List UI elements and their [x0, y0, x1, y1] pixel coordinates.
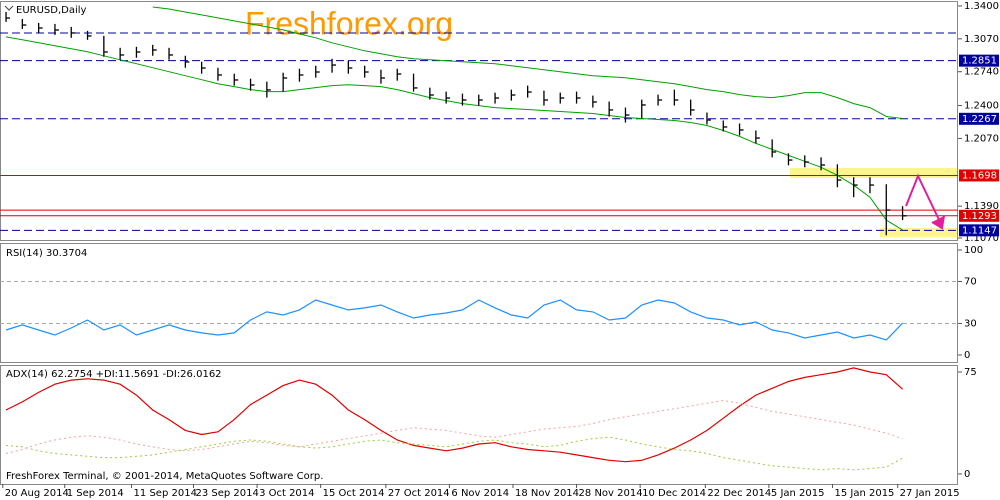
x-tick-label: 6 Nov 2014: [451, 488, 509, 499]
adx-title: ADX(14) 62.2754 +DI:11.5691 -DI:26.0162: [6, 369, 222, 380]
watermark: Freshforex.org: [245, 5, 453, 41]
symbol-icon: [4, 5, 14, 11]
y-tick-label: 70: [964, 276, 977, 287]
level-label: 1.2267: [962, 114, 997, 125]
level-label: 1.2851: [962, 56, 997, 67]
x-tick-label: 3 Oct 2014: [259, 488, 314, 499]
y-tick-label: 1.1070: [964, 233, 999, 244]
x-tick-label: 23 Sep 2014: [195, 488, 258, 499]
y-tick-label: 100: [964, 245, 983, 256]
level-label-box: [959, 209, 999, 222]
x-tick-label: 5 Jan 2015: [771, 488, 825, 499]
y-tick-label: 1.1390: [964, 201, 999, 212]
envelope-line: [5, 36, 903, 231]
x-tick-label: 10 Dec 2014: [642, 488, 706, 499]
chart-title: EURUSD,Daily: [16, 5, 87, 16]
rsi-panel: [0, 243, 958, 363]
x-tick-label: 11 Sep 2014: [134, 488, 197, 499]
y-tick-label: 1.2400: [964, 101, 999, 112]
main-panel: [0, 1, 958, 241]
footer: FreshForex Terminal, © 2001-2014, MetaQu…: [6, 471, 323, 482]
x-tick-label: 20 Aug 2014: [5, 488, 69, 499]
level-label-box: [959, 169, 999, 182]
level-label: 1.1147: [962, 225, 997, 236]
y-tick-label: 0: [964, 469, 970, 480]
x-tick-label: 15 Oct 2014: [323, 488, 385, 499]
y-tick-label: 1.3070: [964, 34, 999, 45]
y-tick-label: 1.2740: [964, 67, 999, 78]
indicator-line: [5, 436, 903, 471]
x-tick-label: 27 Jan 2015: [900, 488, 960, 499]
indicator-line: [5, 299, 904, 341]
y-tick-label: 1.3400: [964, 1, 999, 12]
level-label-box: [959, 54, 999, 67]
forecast-arrow: [905, 173, 945, 230]
resistance-zone: [790, 168, 958, 178]
x-tick-label: 1 Sep 2014: [67, 488, 124, 499]
x-tick-label: 27 Oct 2014: [388, 488, 450, 499]
y-tick-label: 75: [964, 367, 977, 378]
level-label-box: [959, 224, 999, 237]
x-tick-label: 22 Dec 2014: [707, 488, 771, 499]
y-tick-label: 1.2070: [964, 133, 999, 144]
envelope-line: [152, 6, 903, 119]
support-zone: [880, 228, 958, 237]
level-label: 1.1698: [962, 170, 997, 181]
level-label: 1.1293: [962, 211, 997, 222]
x-tick-label: 28 Nov 2014: [579, 488, 643, 499]
level-label-box: [959, 112, 999, 125]
adx-panel: [0, 365, 958, 485]
indicator-line: [5, 367, 903, 463]
y-tick-label: 0: [964, 350, 970, 361]
x-tick-label: 18 Nov 2014: [515, 488, 579, 499]
y-tick-label: 30: [964, 318, 977, 329]
rsi-title: RSI(14) 30.3704: [6, 248, 87, 259]
x-tick-label: 15 Jan 2015: [834, 488, 894, 499]
